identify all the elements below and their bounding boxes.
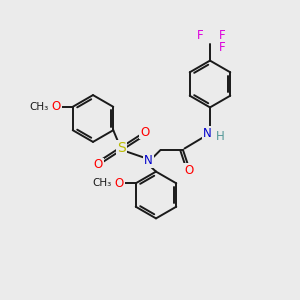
Text: F: F <box>219 29 226 42</box>
Text: CH₃: CH₃ <box>29 102 49 112</box>
Text: O: O <box>140 125 149 139</box>
Text: O: O <box>184 164 194 177</box>
Text: F: F <box>197 29 204 42</box>
Text: S: S <box>117 142 126 155</box>
Text: O: O <box>94 158 103 172</box>
Text: F: F <box>219 41 226 54</box>
Text: H: H <box>216 130 225 143</box>
Text: CH₃: CH₃ <box>92 178 112 188</box>
Text: O: O <box>51 100 61 113</box>
Text: O: O <box>114 177 124 190</box>
Text: N: N <box>144 154 153 167</box>
Text: N: N <box>203 127 212 140</box>
